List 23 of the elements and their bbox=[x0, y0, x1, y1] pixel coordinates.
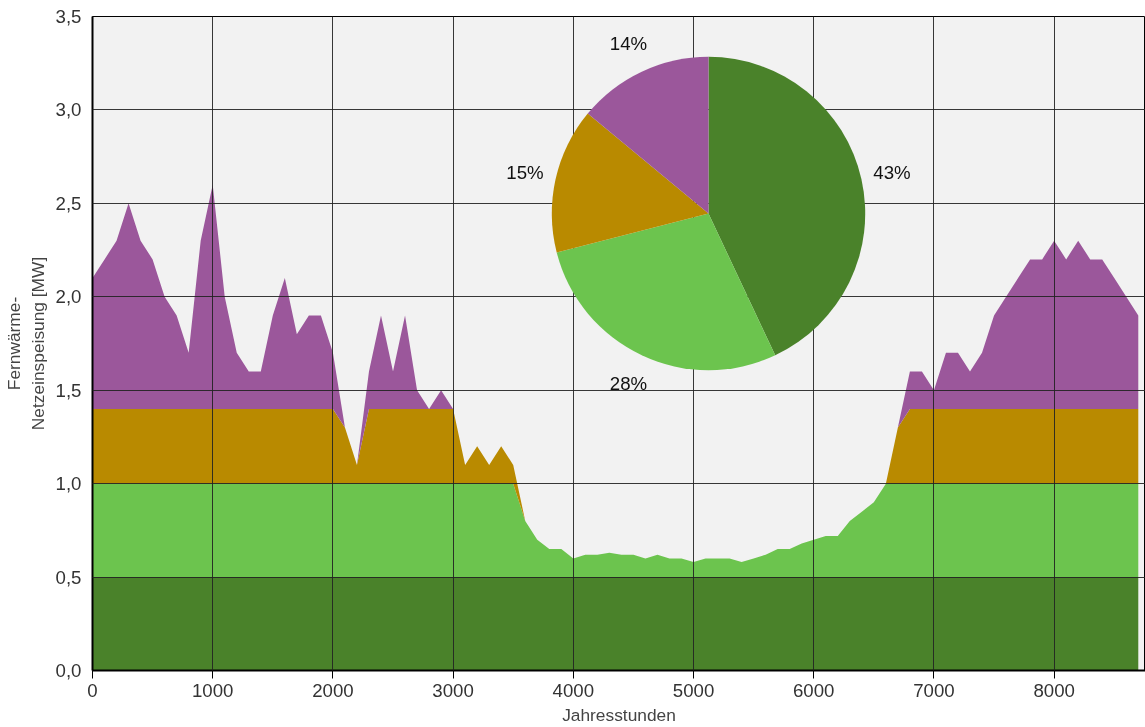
y-tick-label: 3,0 bbox=[55, 99, 82, 121]
x-tick-label: 7000 bbox=[913, 679, 955, 701]
data-label: 43% bbox=[873, 161, 911, 183]
y-axis-title: Fernwärme- Netzeinspeisung [MW] bbox=[3, 256, 48, 431]
x-tick-label: 6000 bbox=[792, 679, 835, 701]
y-tick-label: 0,0 bbox=[55, 660, 82, 681]
x-tick-label: 8000 bbox=[1033, 679, 1075, 701]
x-tick-label: 1000 bbox=[191, 679, 234, 701]
data-label: 14% bbox=[609, 32, 648, 54]
y-tick-label: 1,0 bbox=[55, 473, 82, 495]
y-tick-label: 3,5 bbox=[55, 6, 82, 27]
data-label: 15% bbox=[506, 161, 544, 183]
x-axis-title: Jahresstunden bbox=[562, 704, 676, 725]
y-tick-label: 0,5 bbox=[55, 566, 82, 588]
x-tick-label: 4000 bbox=[552, 679, 595, 701]
y-tick-label: 2,5 bbox=[55, 192, 82, 214]
x-tick-label: 3000 bbox=[432, 679, 474, 701]
data-label: 28% bbox=[609, 373, 648, 395]
x-tick-label: 0 bbox=[87, 679, 98, 701]
y-tick-label: 2,0 bbox=[55, 286, 82, 308]
x-tick-label: 2000 bbox=[312, 679, 354, 701]
x-tick-label: 5000 bbox=[672, 679, 715, 701]
y-tick-label: 1,5 bbox=[55, 379, 82, 401]
